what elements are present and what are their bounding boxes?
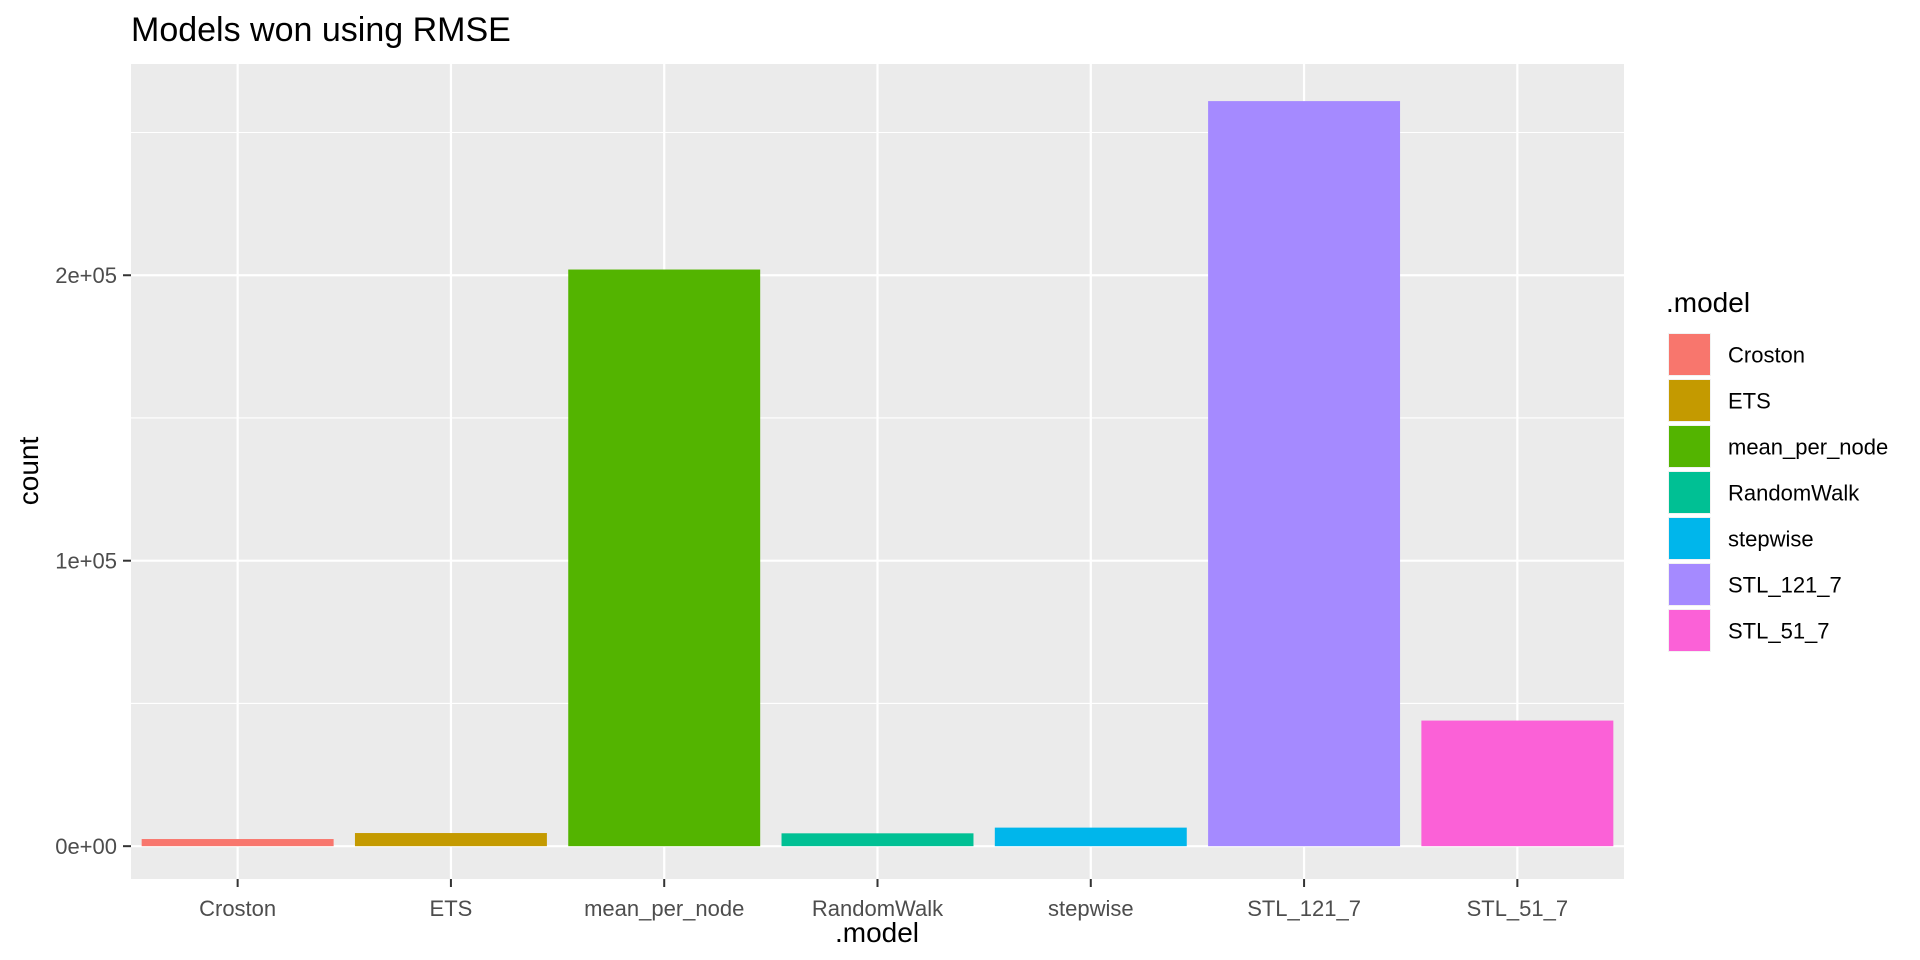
bar-stepwise [994, 827, 1187, 847]
legend-swatch-STL_121_7 [1669, 564, 1710, 605]
x-tick-label: stepwise [1048, 896, 1134, 921]
bar-STL_51_7 [1421, 720, 1614, 847]
y-tick-label: 2e+05 [55, 263, 117, 288]
x-tick-label: ETS [430, 896, 473, 921]
legend-swatch-mean_per_node [1669, 426, 1710, 467]
legend-label: Croston [1728, 343, 1805, 368]
legend-label: STL_121_7 [1728, 573, 1842, 598]
legend-title: .model [1666, 287, 1750, 318]
legend-swatch-STL_51_7 [1669, 610, 1710, 651]
legend-swatch-stepwise [1669, 518, 1710, 559]
legend-label: mean_per_node [1728, 435, 1888, 460]
bar-mean_per_node [568, 269, 761, 847]
y-tick-label: 0e+00 [55, 834, 117, 859]
x-axis-title: .model [835, 917, 919, 948]
legend-label: RandomWalk [1728, 481, 1860, 506]
legend: .model Croston ETS mean_per_node RandomWalk… [1666, 287, 1888, 652]
legend-label: stepwise [1728, 527, 1814, 552]
y-axis: 0e+00 1e+05 2e+05 [55, 263, 131, 859]
x-tick-label: STL_121_7 [1247, 896, 1361, 921]
legend-label: STL_51_7 [1728, 619, 1830, 644]
y-axis-title: count [13, 437, 44, 506]
legend-swatch-RandomWalk [1669, 472, 1710, 513]
y-tick-label: 1e+05 [55, 549, 117, 574]
x-axis: Croston ETS mean_per_node RandomWalk stepwis… [199, 879, 1568, 921]
gridlines [131, 64, 1624, 879]
legend-label: ETS [1728, 389, 1771, 414]
bar-ETS [354, 833, 547, 847]
legend-swatch-Croston [1669, 334, 1710, 375]
bars [141, 101, 1614, 847]
bar-RandomWalk [781, 833, 974, 847]
bar-Croston [141, 839, 334, 847]
chart-title: Models won using RMSE [131, 11, 511, 49]
x-tick-label: mean_per_node [584, 896, 744, 921]
x-tick-label: RandomWalk [812, 896, 944, 921]
x-tick-label: STL_51_7 [1467, 896, 1569, 921]
x-tick-label: Croston [199, 896, 276, 921]
bar-STL_121_7 [1208, 101, 1401, 847]
legend-items: Croston ETS mean_per_node RandomWalk stepwis… [1668, 333, 1888, 652]
legend-swatch-ETS [1669, 380, 1710, 421]
